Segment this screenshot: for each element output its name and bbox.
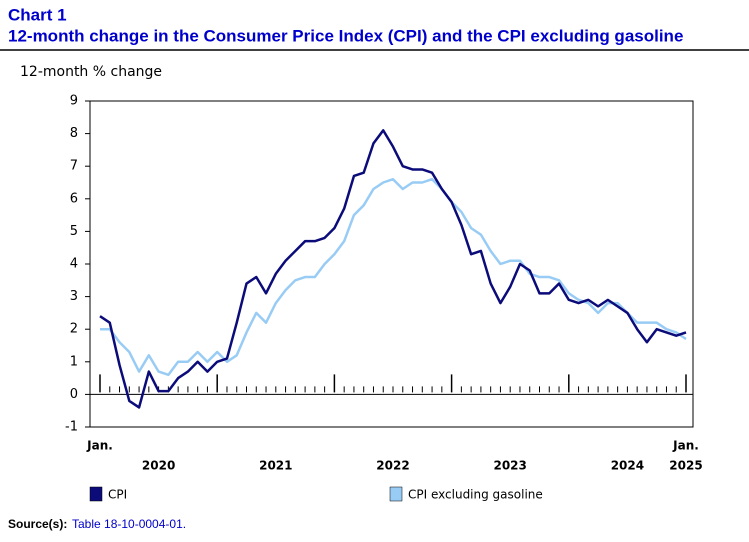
legend-swatch — [389, 486, 403, 502]
chart-title: Chart 1 — [8, 5, 67, 24]
y-tick-label: 5 — [70, 224, 78, 239]
y-tick-label: -1 — [65, 420, 78, 435]
series-line — [99, 129, 687, 409]
source-link[interactable]: Table 18-10-0004-01. — [72, 517, 186, 531]
y-tick-label: 9 — [70, 94, 78, 109]
x-group-label: 2022 — [376, 459, 409, 473]
y-tick-label: 6 — [70, 191, 78, 206]
series-line — [100, 177, 687, 377]
legend-label: CPI excluding gasoline — [408, 488, 543, 502]
y-tick-label: 2 — [70, 322, 78, 337]
x-group-label: 2025 — [669, 459, 702, 473]
y-tick-label: 1 — [70, 354, 78, 369]
x-tick-label: Jan. — [86, 439, 113, 453]
y-tick-label: 7 — [70, 159, 78, 174]
y-axis-label: 12-month % change — [20, 64, 162, 80]
y-tick-label: 4 — [70, 257, 78, 272]
legend-swatch — [89, 486, 103, 502]
source-label: Source(s): — [8, 517, 67, 531]
x-tick-label: Jan. — [672, 439, 699, 453]
y-tick-label: 8 — [70, 126, 78, 141]
y-tick-label: 0 — [70, 387, 78, 402]
plot-frame — [89, 100, 694, 428]
x-group-label: 2021 — [259, 459, 292, 473]
x-group-label: 2020 — [142, 459, 175, 473]
y-tick-label: 3 — [70, 289, 78, 304]
x-group-label: 2023 — [493, 459, 526, 473]
x-group-label: 2024 — [611, 459, 644, 473]
chart-subtitle: 12-month change in the Consumer Price In… — [8, 26, 683, 45]
legend-label: CPI — [108, 488, 127, 502]
